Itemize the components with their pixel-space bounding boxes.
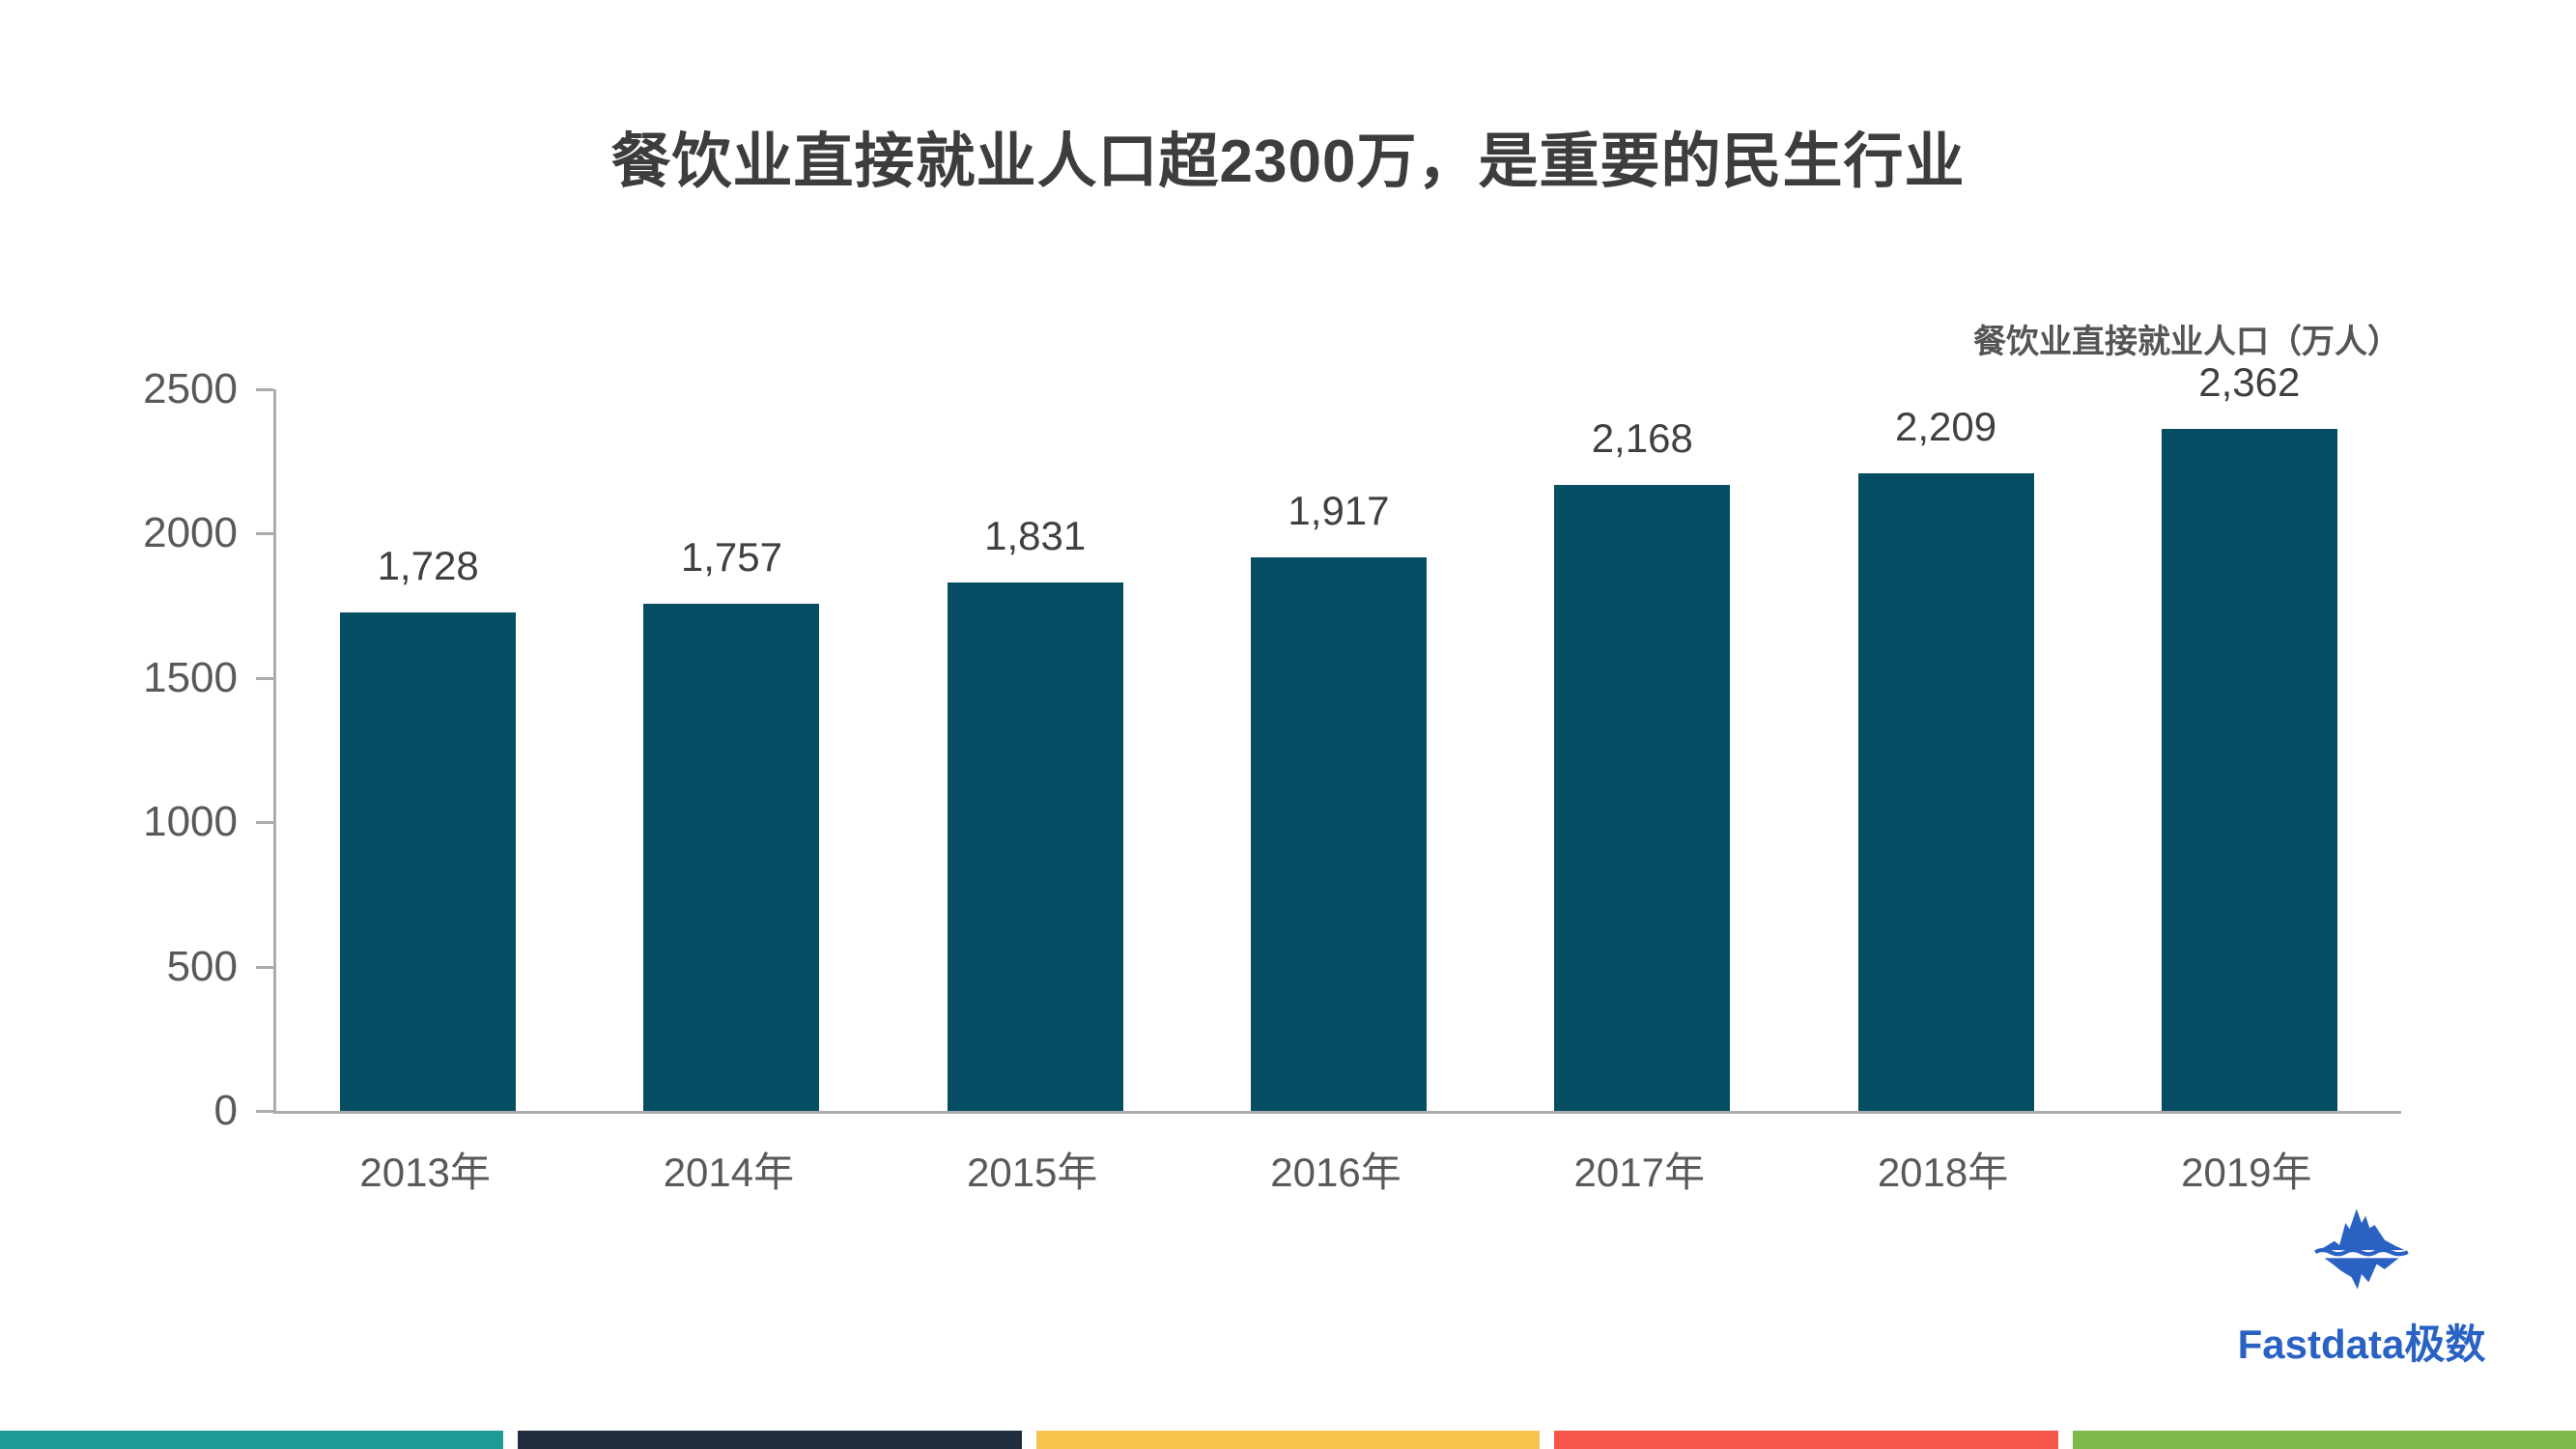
y-axis-tick-label: 1000 — [143, 798, 238, 845]
iceberg-waterline — [2314, 1248, 2409, 1257]
footer-color-segment — [0, 1431, 504, 1449]
bar-value-label: 1,728 — [377, 543, 479, 588]
bar — [1554, 485, 1731, 1111]
bar — [2161, 429, 2337, 1111]
y-axis-tick — [256, 1110, 273, 1113]
x-axis-label: 2018年 — [1877, 1150, 2009, 1195]
logo-text: Fastdata极数 — [2237, 1321, 2486, 1367]
bar — [643, 604, 820, 1111]
x-axis-labels: 2013年 2014年 2015年 2016年 2017年 2018年 2019年 — [273, 1140, 2398, 1199]
bar-value-label: 2,362 — [2198, 359, 2301, 405]
bar-value-label: 2,209 — [1894, 404, 1997, 449]
bar-column: 2,209 — [1794, 389, 2097, 1111]
y-axis-tick-label: 2000 — [143, 509, 238, 556]
bar-column: 1,831 — [884, 389, 1187, 1111]
footer-color-strip — [0, 1431, 2576, 1449]
bar-value-label: 1,831 — [984, 513, 1087, 558]
y-axis-tick — [256, 966, 273, 969]
y-axis-tick — [256, 821, 273, 824]
y-axis-tick — [256, 388, 273, 391]
footer-color-segment — [1554, 1431, 2058, 1449]
plot-area: 1,728 1,757 1,831 1,917 2,168 2,209 2,362 0 500 1… — [143, 359, 2401, 1133]
x-axis-label: 2016年 — [1270, 1150, 1401, 1195]
footer-color-segment — [1035, 1431, 1541, 1449]
bar — [340, 612, 517, 1111]
iceberg-icon — [2314, 1208, 2409, 1290]
footer-color-segment — [518, 1431, 1022, 1449]
bar-column: 1,757 — [580, 389, 883, 1111]
logo: Fastdata极数 — [2222, 1198, 2502, 1371]
y-axis-tick — [256, 677, 273, 680]
y-axis-tick — [256, 532, 273, 535]
bar-column: 1,917 — [1187, 389, 1490, 1111]
bar-column: 1,728 — [276, 389, 580, 1111]
x-axis-label: 2017年 — [1573, 1150, 1705, 1195]
bar — [1250, 557, 1427, 1111]
footer-color-segment — [2072, 1431, 2576, 1449]
bar-value-label: 1,917 — [1288, 488, 1390, 533]
x-axis-label: 2013年 — [359, 1150, 491, 1195]
series-legend: 餐饮业直接就业人口（万人） — [1973, 324, 2400, 360]
y-axis-tick-label: 0 — [213, 1087, 238, 1134]
x-axis-label: 2015年 — [966, 1150, 1098, 1195]
bar-value-label: 2,168 — [1591, 415, 1693, 461]
y-axis-tick-label: 500 — [166, 943, 238, 990]
y-axis-tick-label: 2500 — [143, 365, 238, 412]
bar-value-label: 1,757 — [680, 534, 782, 580]
x-axis-label: 2014年 — [663, 1150, 795, 1195]
iceberg-top — [2319, 1208, 2405, 1251]
chart-title: 餐饮业直接就业人口超2300万，是重要的民生行业 — [610, 128, 1966, 195]
iceberg-bottom — [2324, 1258, 2399, 1290]
bar-column: 2,168 — [1490, 389, 1794, 1111]
bar — [1857, 473, 2034, 1111]
x-axis-label: 2019年 — [2181, 1150, 2312, 1195]
bar-column: 2,362 — [2098, 359, 2401, 1111]
bar — [947, 582, 1123, 1111]
y-axis-tick-label: 1500 — [143, 654, 238, 701]
